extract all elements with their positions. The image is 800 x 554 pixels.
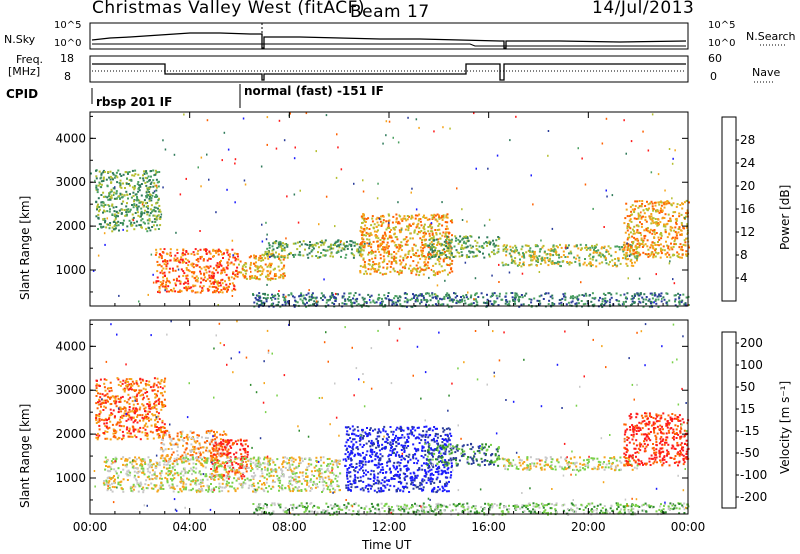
x-tick-label: 16:00 xyxy=(471,520,506,534)
power-colorbar: 4 8 12 16 20 24 28 xyxy=(721,116,755,302)
cpid-segment-1: rbsp 201 IF xyxy=(96,95,173,109)
power-echo-layer xyxy=(90,112,690,308)
velocity-echo-layer xyxy=(93,320,690,516)
x-tick-label: 12:00 xyxy=(372,520,407,534)
y-tick-label: 4000 xyxy=(55,131,86,145)
velocity-colorbar-label: Velocity [m s⁻¹] xyxy=(778,380,792,474)
echo-region-1 xyxy=(159,429,229,463)
date-title: 14/Jul/2013 xyxy=(592,0,695,18)
power-axes: 1000 2000 3000 4000 xyxy=(55,112,689,306)
nsearch-tick-low: 10^0 xyxy=(708,38,736,49)
x-tick-label: 08:00 xyxy=(272,520,307,534)
velocity-colorbar: 200 100 50 15 -15 -50 -100 -200 xyxy=(721,331,767,509)
colorbar-tick-label: -15 xyxy=(740,424,760,438)
echo-region-5 xyxy=(426,235,501,259)
colorbar-tick-label: 24 xyxy=(740,156,755,170)
echo-scatter xyxy=(90,112,689,308)
nave-label: Nave xyxy=(752,66,781,79)
echo-region-7 xyxy=(623,412,690,467)
echo-region-7 xyxy=(623,199,690,259)
x-tick-label: 04:00 xyxy=(172,520,207,534)
cpid-label: CPID xyxy=(6,87,39,101)
echo-region-0 xyxy=(95,169,162,233)
station-title: Christmas Valley West (fitACF) xyxy=(92,0,366,18)
nsearch-trace xyxy=(92,43,686,47)
beam-title: Beam 17 xyxy=(350,2,430,22)
y-tick-label: 3000 xyxy=(55,175,86,189)
freq-panel-frame xyxy=(89,55,689,83)
echo-region-5 xyxy=(426,442,501,467)
x-tick-label: 00:00 xyxy=(73,520,108,534)
velocity-ylabel: Slant Range [km] xyxy=(18,403,32,508)
y-tick-label: 3000 xyxy=(55,383,86,397)
nave-tick-low: 0 xyxy=(710,70,717,83)
colorbar-tick-label: 100 xyxy=(740,358,763,372)
freq-tick-high: 18 xyxy=(60,52,74,65)
colorbar-tick-label: 15 xyxy=(740,402,755,416)
echo-region-6 xyxy=(501,243,640,268)
velocity-panel-frame xyxy=(89,319,689,515)
y-tick-label: 1000 xyxy=(55,471,86,485)
colorbar-tick-label: 28 xyxy=(740,133,755,147)
echo-region-1 xyxy=(154,248,239,294)
nsky-tick-low: 10^0 xyxy=(54,38,82,49)
nsearch-tick-high: 10^5 xyxy=(708,20,736,31)
nsearch-label: N.Search xyxy=(746,30,796,43)
freq-tick-low: 8 xyxy=(64,70,71,83)
y-tick-label: 2000 xyxy=(55,427,86,441)
freq-trace xyxy=(92,63,686,81)
x-tick-label: 20:00 xyxy=(571,520,606,534)
colorbar-tick-label: 16 xyxy=(740,202,755,216)
colorbar-tick-label: 12 xyxy=(740,225,755,239)
y-tick-label: 2000 xyxy=(55,219,86,233)
echo-region-6 xyxy=(501,456,639,472)
power-colorbar-label: Power [dB] xyxy=(778,184,792,250)
freq-label: Freq. xyxy=(16,53,44,66)
colorbar-frame xyxy=(721,116,737,302)
nsky-tick-high: 10^5 xyxy=(54,20,82,31)
y-tick-label: 1000 xyxy=(55,263,86,277)
power-ylabel: Slant Range [km] xyxy=(18,195,32,300)
x-tick-label: 00:00 xyxy=(671,520,706,534)
x-axis-title: Time UT xyxy=(362,538,412,552)
echo-region-0 xyxy=(95,377,167,441)
freq-unit-label: [MHz] xyxy=(8,65,41,78)
colorbar-tick-label: -100 xyxy=(740,468,767,482)
colorbar-tick-label: 8 xyxy=(740,248,748,262)
echo-scatter xyxy=(93,320,688,515)
colorbar-frame xyxy=(721,331,737,509)
colorbar-tick-label: 200 xyxy=(740,336,763,350)
nsky-trace xyxy=(91,32,687,49)
colorbar-tick-label: 20 xyxy=(740,179,755,193)
colorbar-tick-label: 4 xyxy=(740,271,748,285)
nsky-label: N.Sky xyxy=(4,33,36,46)
echo-region-3 xyxy=(102,456,342,494)
velocity-axes: 00:00 04:00 08:00 12:00 16:00 20:00 00:00 1000 2… xyxy=(55,320,705,534)
nsky-panel-frame xyxy=(89,22,689,50)
colorbar-tick-label: -50 xyxy=(740,446,760,460)
cpid-segment-2: normal (fast) -151 IF xyxy=(244,84,384,98)
echo-region-4 xyxy=(359,213,454,277)
nave-tick-high: 60 xyxy=(708,52,722,65)
colorbar-tick-label: 50 xyxy=(740,380,755,394)
colorbar-tick-label: -200 xyxy=(740,490,767,504)
y-tick-label: 4000 xyxy=(55,339,86,353)
